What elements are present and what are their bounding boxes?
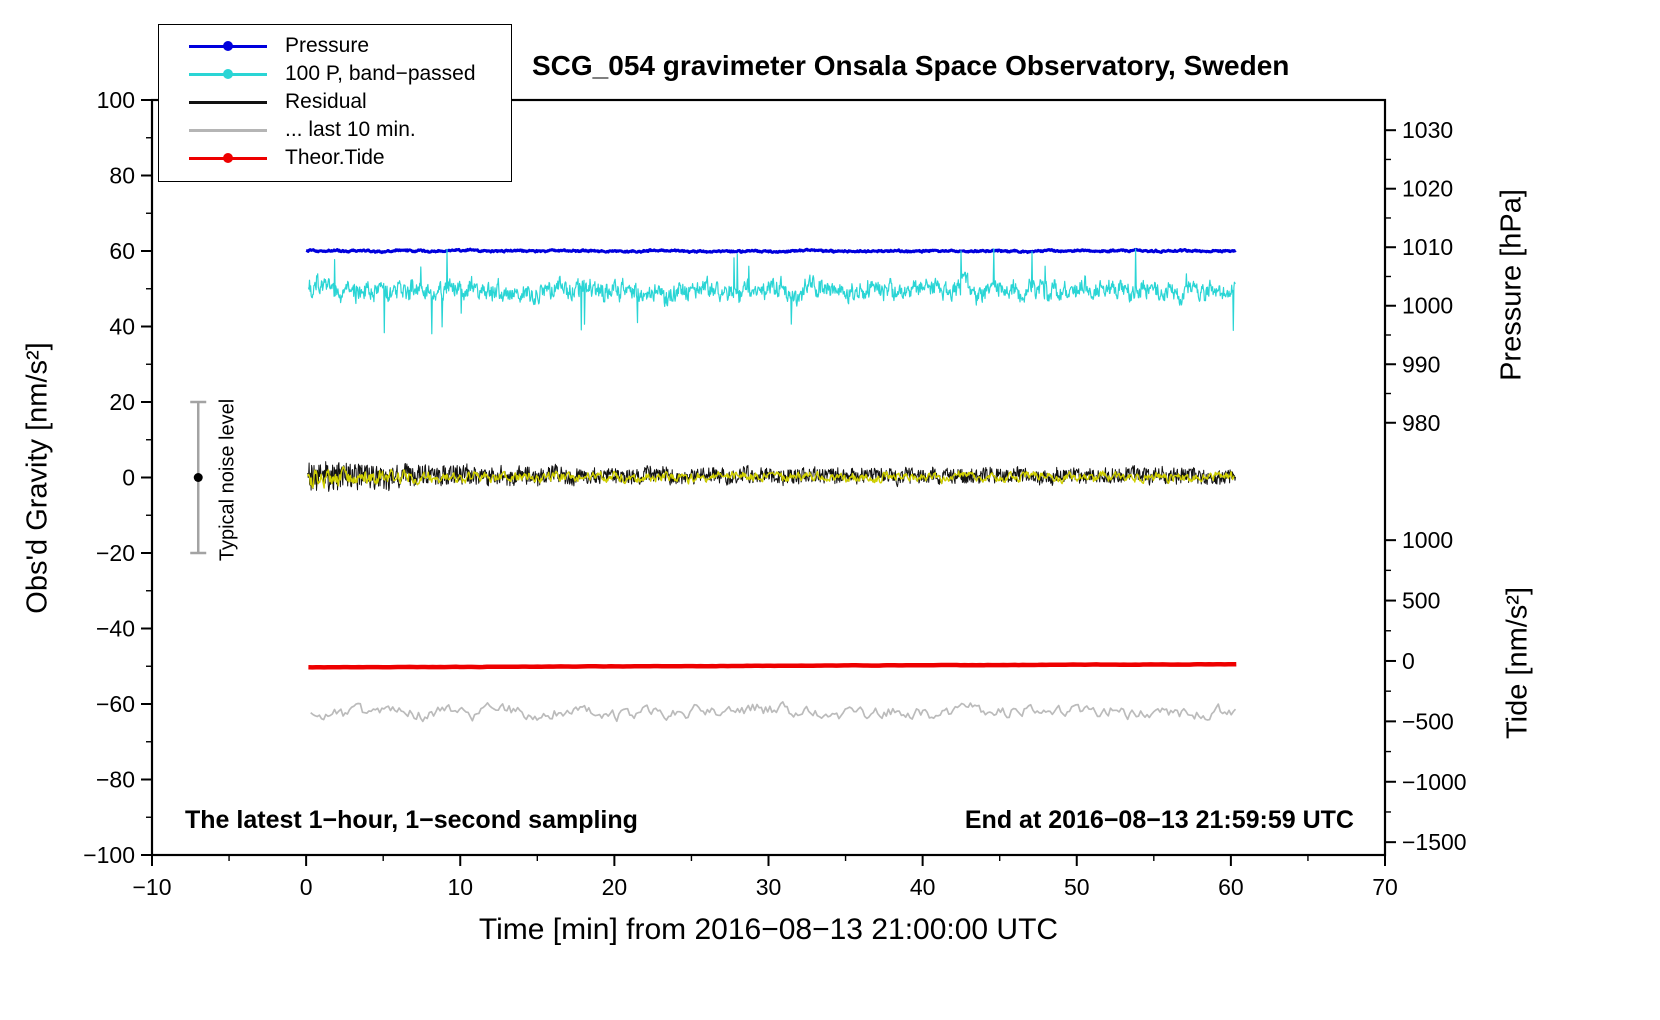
pressure-tick-label: 1010 bbox=[1402, 234, 1453, 260]
x-tick-label: 30 bbox=[756, 874, 782, 900]
x-tick-label: 40 bbox=[910, 874, 936, 900]
theor-tide-line bbox=[308, 661, 1237, 670]
tide-tick-label: −1500 bbox=[1402, 829, 1467, 855]
pressure-line-swatch bbox=[189, 40, 267, 52]
legend-label: Residual bbox=[285, 90, 367, 113]
legend-label: Pressure bbox=[285, 34, 370, 57]
residual-line-swatch bbox=[189, 96, 267, 108]
band-passed-line-swatch bbox=[189, 68, 267, 80]
pressure-tick-label: 980 bbox=[1402, 410, 1440, 436]
tide-tick-label: 500 bbox=[1402, 588, 1440, 614]
end-time-annotation: End at 2016−08−13 21:59:59 UTC bbox=[964, 806, 1354, 834]
tide-tick-label: 0 bbox=[1402, 648, 1415, 674]
x-tick-label: 60 bbox=[1218, 874, 1244, 900]
tide-tick-label: −1000 bbox=[1402, 769, 1467, 795]
pressure-tick-label: 1020 bbox=[1402, 176, 1453, 202]
y-axis-label-tide: Tide [nm/s²] bbox=[1501, 586, 1534, 740]
x-axis-label: Time [min] from 2016−08−13 21:00:00 UTC bbox=[478, 913, 1059, 946]
sampling-annotation: The latest 1−hour, 1−second sampling bbox=[185, 806, 638, 834]
x-tick-label: −10 bbox=[132, 874, 171, 900]
legend-item-band-passed: 100 P, band−passed bbox=[159, 60, 511, 88]
legend: Pressure 100 P, band−passed Residual ...… bbox=[158, 24, 512, 182]
tide-tick-label: 1000 bbox=[1402, 527, 1453, 553]
legend-item-residual: Residual bbox=[159, 88, 511, 116]
x-tick-label: 20 bbox=[602, 874, 628, 900]
y-tick-label: −60 bbox=[96, 691, 135, 717]
legend-item-theor-tide: Theor.Tide bbox=[159, 144, 511, 172]
band-passed-line bbox=[307, 248, 1236, 335]
legend-label: Theor.Tide bbox=[285, 146, 385, 169]
y-tick-label: −100 bbox=[83, 842, 135, 868]
y-axis-label-pressure: Pressure [hPa] bbox=[1495, 189, 1528, 381]
pressure-tick-label: 1030 bbox=[1402, 117, 1453, 143]
legend-label: ... last 10 min. bbox=[285, 118, 416, 141]
x-tick-label: 50 bbox=[1064, 874, 1090, 900]
pressure-tick-label: 990 bbox=[1402, 351, 1440, 377]
y-tick-label: −20 bbox=[96, 540, 135, 566]
y-tick-label: 60 bbox=[109, 238, 135, 264]
y-tick-label: 100 bbox=[97, 87, 135, 113]
noise-level-label: Typical noise level bbox=[216, 398, 239, 562]
y-tick-label: −40 bbox=[96, 616, 135, 642]
chart-title: SCG_054 gravimeter Onsala Space Observat… bbox=[532, 50, 1290, 81]
y-axis-label-gravity: Obs'd Gravity [nm/s²] bbox=[21, 342, 54, 614]
last-10-min-line bbox=[310, 701, 1237, 723]
tide-tick-label: −500 bbox=[1402, 708, 1454, 734]
x-tick-label: 70 bbox=[1372, 874, 1398, 900]
y-tick-label: −80 bbox=[96, 767, 135, 793]
y-tick-label: 0 bbox=[122, 465, 135, 491]
last-10-min-line-swatch bbox=[189, 124, 267, 136]
y-tick-label: 20 bbox=[109, 389, 135, 415]
residual-band-line bbox=[307, 466, 1235, 489]
x-tick-label: 0 bbox=[300, 874, 313, 900]
legend-item-last-10-min: ... last 10 min. bbox=[159, 116, 511, 144]
legend-label: 100 P, band−passed bbox=[285, 62, 476, 85]
y-tick-label: 80 bbox=[109, 163, 135, 189]
theor-tide-line-swatch bbox=[189, 152, 267, 164]
noise-bar-dot bbox=[193, 473, 203, 482]
y-tick-label: 40 bbox=[109, 314, 135, 340]
pressure-tick-label: 1000 bbox=[1402, 293, 1453, 319]
legend-item-pressure: Pressure bbox=[159, 32, 511, 60]
pressure-line bbox=[305, 247, 1237, 255]
x-tick-label: 10 bbox=[447, 874, 473, 900]
